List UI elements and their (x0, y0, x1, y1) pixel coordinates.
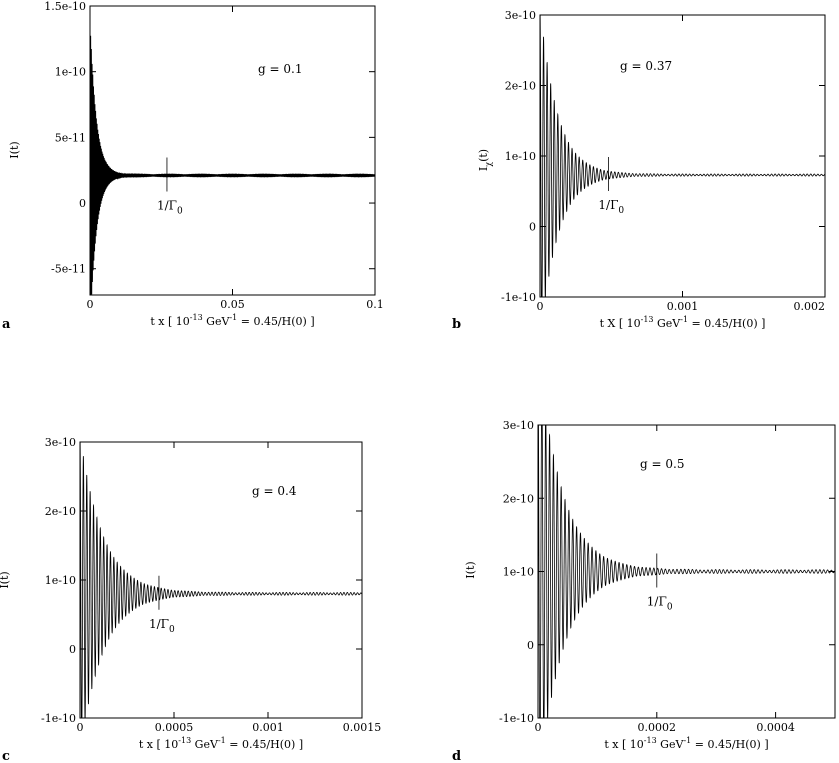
series-line-b-0 (540, 15, 825, 297)
x-tick-label: 0.1 (366, 298, 384, 311)
y-tick-label: 2e-10 (505, 80, 536, 93)
plot-frame-d (537, 424, 836, 719)
x-axis-label: t X [ 10-13 GeV-1 = 0.45/H(0) ] (600, 315, 766, 330)
y-tick-label: -1e-10 (41, 712, 76, 725)
x-tick-label: 0.002 (794, 300, 826, 313)
x-tick-label: 0 (535, 721, 542, 734)
y-tick-label: -5e-11 (51, 263, 86, 276)
series-line-a-0 (90, 17, 375, 295)
y-tick-label: 1e-10 (45, 574, 76, 587)
x-axis-label: t x [ 10-13 GeV-1 = 0.45/H(0) ] (604, 736, 768, 751)
coupling-annotation: g = 0.5 (640, 457, 684, 471)
coupling-annotation: g = 0.4 (252, 484, 297, 498)
x-tick-label: 0.0015 (343, 721, 382, 734)
y-tick-label: -1e-10 (501, 291, 536, 304)
coupling-annotation: g = 0.37 (620, 59, 672, 73)
y-tick-label: 1.5e-10 (44, 0, 86, 13)
x-tick-label: 0 (537, 300, 544, 313)
y-tick-label: 0 (527, 639, 534, 652)
coupling-annotation: g = 0.1 (258, 62, 302, 76)
x-tick-label: 0.001 (667, 300, 699, 313)
y-tick-label: 3e-10 (505, 9, 536, 22)
panel-c: 0 0.0005 0.001 0.0015-1e-1001e-102e-103e-10… (0, 436, 382, 763)
y-axis-label: I(t) (464, 561, 477, 578)
panel-label: a (2, 317, 11, 332)
series-line-d-0 (538, 425, 835, 718)
x-axis-label: t x [ 10-13 GeV-1 = 0.45/H(0) ] (150, 313, 314, 328)
y-tick-label: 3e-10 (503, 419, 534, 432)
y-tick-label: 1e-10 (505, 150, 536, 163)
panel-label: c (2, 749, 10, 763)
x-tick-label: 0.05 (220, 298, 245, 311)
panel-label: b (452, 317, 461, 332)
y-tick-label: 0 (529, 221, 536, 234)
plot-frame-c (79, 441, 363, 719)
series-line-c-0 (80, 442, 362, 718)
x-axis-label: t x [ 10-13 GeV-1 = 0.45/H(0) ] (139, 736, 303, 751)
y-tick-label: 2e-10 (503, 492, 534, 505)
y-axis-label: I(t) (0, 571, 11, 588)
x-tick-label: 0 (77, 721, 84, 734)
plot-frame-a (89, 5, 376, 296)
y-axis-label: I(t) (8, 141, 21, 158)
y-axis-label: Iχ(t) (477, 149, 493, 171)
x-tick-label: 0.0005 (155, 721, 194, 734)
y-tick-label: 1e-10 (55, 66, 86, 79)
damping-time-label: 1/Γ0 (647, 595, 673, 613)
y-tick-label: 2e-10 (45, 505, 76, 518)
panel-label: d (452, 749, 461, 763)
y-tick-label: 3e-10 (45, 436, 76, 449)
plot-frame-b (539, 14, 826, 298)
x-tick-label: 0.0002 (638, 721, 677, 734)
y-tick-label: 5e-11 (55, 131, 86, 144)
damping-time-label: 1/Γ0 (157, 198, 183, 216)
y-tick-label: 0 (79, 197, 86, 210)
damping-time-label: 1/Γ0 (149, 617, 175, 635)
y-tick-label: -1e-10 (499, 712, 534, 725)
x-tick-label: 0.001 (252, 721, 284, 734)
x-tick-label: 0.0004 (756, 721, 795, 734)
damping-time-label: 1/Γ0 (598, 198, 624, 216)
x-tick-label: 0 (87, 298, 94, 311)
y-tick-label: 1e-10 (503, 566, 534, 579)
y-tick-label: 0 (69, 643, 76, 656)
panel-a: 0 0.05 0.1 -5e-11 0 5e-11 1e-10 1.5e-10 t x [ 10… (2, 0, 384, 332)
